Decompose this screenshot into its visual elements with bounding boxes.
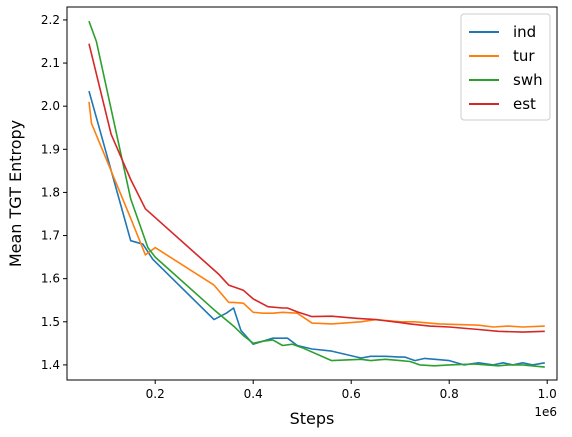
plot-area bbox=[66, 6, 558, 381]
y-axis: 1.4 1.5 1.6 1.7 1.8 1.9 2.0 2.1 2.2 bbox=[41, 13, 67, 372]
x-tick-label: 0.8 bbox=[440, 387, 459, 401]
legend-label-est: est bbox=[513, 95, 536, 113]
legend-box bbox=[460, 13, 551, 121]
x-axis-label: Steps bbox=[290, 409, 335, 428]
x-axis: 0.2 0.4 0.6 0.8 1.0 bbox=[146, 380, 557, 401]
series-lines bbox=[88, 20, 545, 368]
series-line-est bbox=[88, 43, 545, 333]
legend-label-swh: swh bbox=[513, 71, 543, 89]
series-line-swh bbox=[88, 20, 545, 368]
x-axis-scale-label: 1e6 bbox=[534, 405, 557, 419]
y-tick-label: 2.2 bbox=[41, 13, 60, 27]
y-tick-label: 1.9 bbox=[41, 142, 60, 156]
series-line-tur bbox=[88, 101, 545, 328]
y-tick-label: 1.8 bbox=[41, 185, 60, 199]
legend-label-tur: tur bbox=[513, 47, 535, 65]
plot-frame bbox=[66, 6, 558, 381]
y-tick-label: 1.4 bbox=[41, 358, 60, 372]
x-tick-label: 0.2 bbox=[146, 387, 165, 401]
y-axis-label: Mean TGT Entropy bbox=[6, 120, 25, 267]
y-tick-label: 2.1 bbox=[41, 56, 60, 70]
legend: ind tur swh est bbox=[460, 13, 551, 121]
y-tick-label: 1.5 bbox=[41, 315, 60, 329]
y-tick-label: 1.7 bbox=[41, 229, 60, 243]
x-tick-label: 0.6 bbox=[342, 387, 361, 401]
x-tick-label: 0.4 bbox=[244, 387, 263, 401]
x-tick-label: 1.0 bbox=[538, 387, 557, 401]
y-tick-label: 1.6 bbox=[41, 272, 60, 286]
y-tick-label: 2.0 bbox=[41, 99, 60, 113]
legend-label-ind: ind bbox=[513, 23, 536, 41]
